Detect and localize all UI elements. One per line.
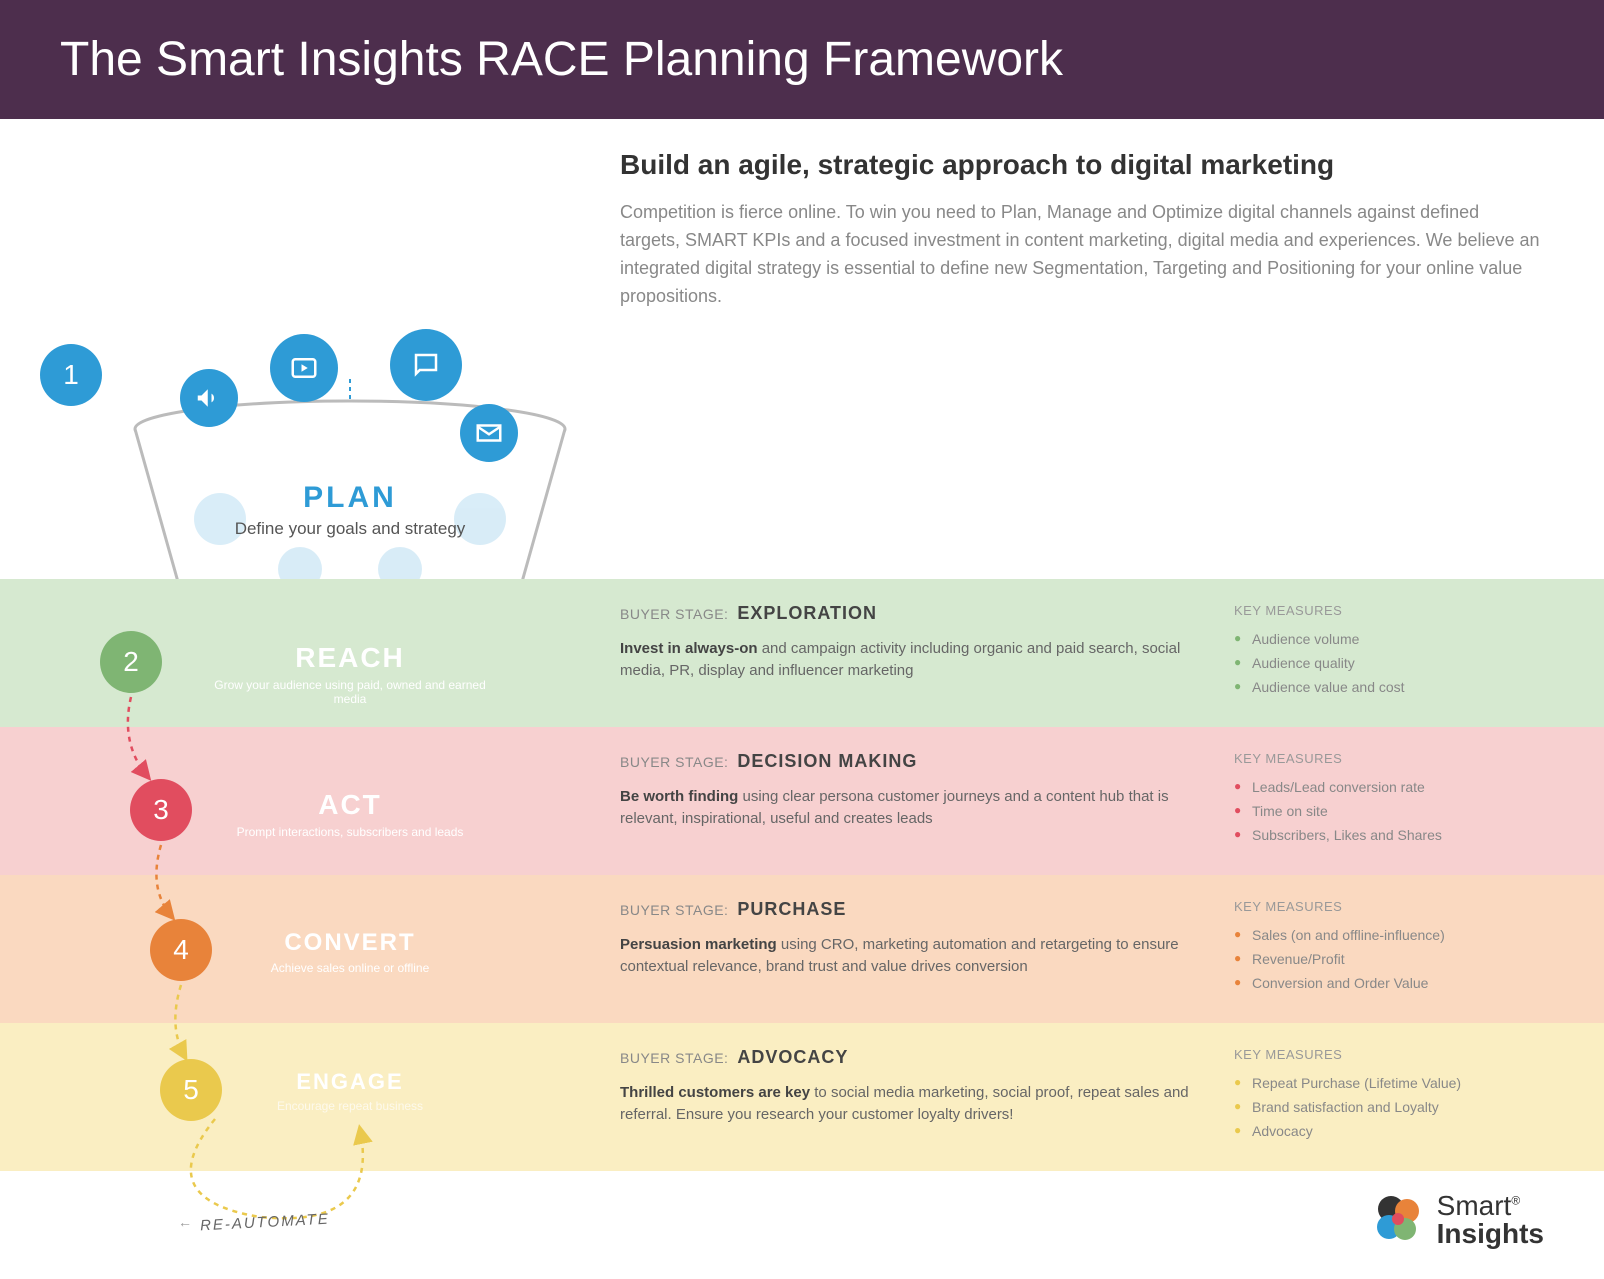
svg-text:←: ← [178,1214,192,1230]
measure-item: Audience value and cost [1234,676,1564,700]
plan-title: PLAN [175,481,525,515]
measure-item: Audience volume [1234,628,1564,652]
measure-item: Repeat Purchase (Lifetime Value) [1234,1072,1564,1096]
buyer-stage-label: BUYER STAGE: [620,902,728,918]
stage-badge-3: 3 [130,779,192,841]
key-measures-label: KEY MEASURES [1234,1047,1564,1062]
buyer-stage-label: BUYER STAGE: [620,754,728,770]
stage-badge-2: 2 [100,631,162,693]
megaphone-icon [180,369,238,427]
act-subtitle: Prompt interactions, subscribers and lea… [220,825,480,839]
logo-icon [1369,1191,1427,1249]
funnel-act-text: ACT Prompt interactions, subscribers and… [220,789,480,839]
key-measures-label: KEY MEASURES [1234,603,1564,618]
stage-description: Thrilled customers are key to social med… [620,1082,1204,1126]
measure-item: Conversion and Order Value [1234,972,1564,996]
stage-description: Persuasion marketing using CRO, marketin… [620,934,1204,978]
smart-insights-logo: Smart®Insights [1369,1191,1544,1249]
engage-title: ENGAGE [250,1069,450,1095]
buyer-stage-name: EXPLORATION [737,603,877,623]
measures-list: Leads/Lead conversion rate Time on site … [1234,776,1564,847]
intro-heading: Build an agile, strategic approach to di… [620,149,1544,181]
stage-badge-4: 4 [150,919,212,981]
buyer-stage-name: DECISION MAKING [737,751,917,771]
buyer-stage-name: ADVOCACY [737,1047,848,1067]
logo-text: Smart®Insights [1437,1192,1544,1248]
convert-subtitle: Achieve sales online or offline [235,961,465,975]
convert-title: CONVERT [235,929,465,957]
measure-item: Time on site [1234,800,1564,824]
stage-badge-1: 1 [40,344,102,406]
measure-item: Revenue/Profit [1234,948,1564,972]
reach-subtitle: Grow your audience using paid, owned and… [200,678,500,706]
funnel-convert-text: CONVERT Achieve sales online or offline [235,929,465,975]
stage-badge-5: 5 [160,1059,222,1121]
measures-list: Repeat Purchase (Lifetime Value) Brand s… [1234,1072,1564,1143]
intro-body: Competition is fierce online. To win you… [620,199,1544,311]
engage-subtitle: Encourage repeat business [250,1099,450,1113]
page-title: The Smart Insights RACE Planning Framewo… [60,32,1544,87]
funnel-plan-text: PLAN Define your goals and strategy [175,481,525,539]
chat-icon [390,329,462,401]
stage-description: Invest in always-on and campaign activit… [620,638,1204,682]
play-icon [270,334,338,402]
measures-list: Sales (on and offline-influence) Revenue… [1234,924,1564,995]
reach-title: REACH [200,642,500,674]
plan-subtitle: Define your goals and strategy [175,519,525,539]
buyer-stage-label: BUYER STAGE: [620,1050,728,1066]
buyer-stage-name: PURCHASE [737,899,846,919]
stage-description: Be worth finding using clear persona cus… [620,786,1204,830]
key-measures-label: KEY MEASURES [1234,751,1564,766]
main-content: 1 2 3 4 5 ← [0,119,1604,1171]
funnel-engage-text: ENGAGE Encourage repeat business [250,1069,450,1113]
measure-item: Brand satisfaction and Loyalty [1234,1096,1564,1120]
measures-list: Audience volume Audience quality Audienc… [1234,628,1564,699]
key-measures-label: KEY MEASURES [1234,899,1564,914]
funnel-reach-text: REACH Grow your audience using paid, own… [200,642,500,706]
measure-item: Sales (on and offline-influence) [1234,924,1564,948]
measure-item: Audience quality [1234,652,1564,676]
measure-item: Leads/Lead conversion rate [1234,776,1564,800]
header-bar: The Smart Insights RACE Planning Framewo… [0,0,1604,119]
mail-icon [460,404,518,462]
buyer-stage-label: BUYER STAGE: [620,606,728,622]
act-title: ACT [220,789,480,821]
measure-item: Subscribers, Likes and Shares [1234,824,1564,848]
measure-item: Advocacy [1234,1120,1564,1144]
